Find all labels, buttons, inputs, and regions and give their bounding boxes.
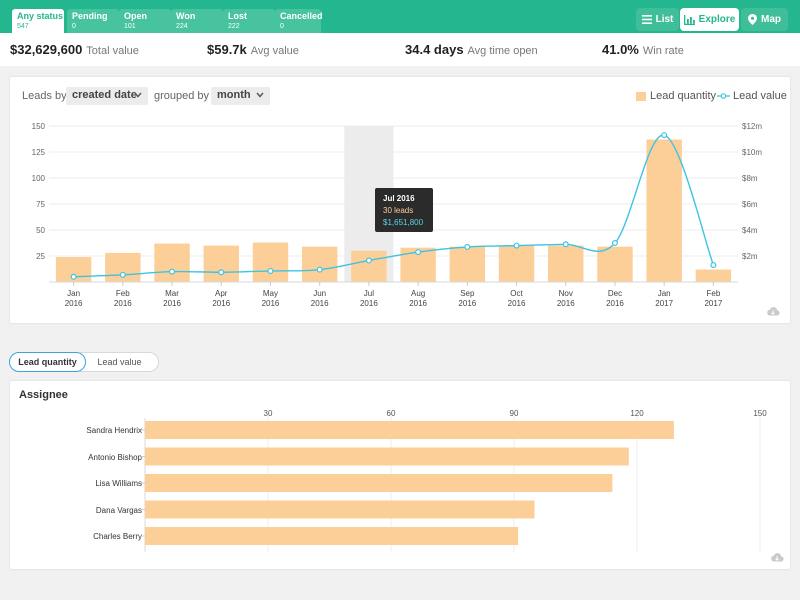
legend-lead-value[interactable]: Lead value — [717, 90, 787, 102]
grouped-by-value: month — [217, 89, 251, 101]
legend-lead-quantity[interactable]: Lead quantity — [636, 90, 716, 102]
view-explore-button[interactable]: Explore — [680, 8, 739, 31]
cloud-download-icon[interactable] — [766, 303, 780, 321]
tab-label: Lost — [228, 11, 247, 21]
kpi-value: 34.4 days — [405, 42, 464, 57]
tab-label: Any status — [17, 11, 64, 21]
assignee-label: Sandra Hendrix — [86, 426, 142, 435]
chart-tooltip: Jul 2016 30 leads $1,651,800 — [375, 188, 433, 232]
legend-bar-swatch — [636, 91, 646, 101]
tooltip-value: $1,651,800 — [383, 218, 424, 227]
kpi-label: Avg value — [250, 45, 299, 57]
tab-count: 222 — [228, 23, 240, 30]
leads-by-label: Leads by — [22, 90, 67, 102]
kpi-label: Win rate — [642, 45, 684, 57]
leads-by-value: created date — [72, 89, 137, 101]
assignee-label: Antonio Bishop — [88, 453, 142, 462]
grouped-by-label: grouped by — [154, 90, 210, 102]
assignee-label: Charles Berry — [93, 532, 142, 541]
kpi-value: 41.0% — [602, 42, 639, 57]
tab-label: Cancelled — [280, 11, 323, 21]
kpi-value: $59.7k — [207, 42, 247, 57]
view-explore-label: Explore — [698, 14, 736, 25]
kpi-summary: $32,629,600 Total value $59.7k Avg value 3… — [0, 33, 800, 66]
kpi-avg-time-open: 34.4 days Avg time open — [405, 41, 538, 59]
cloud-download-icon[interactable] — [770, 549, 784, 567]
bar-chart-icon — [683, 14, 695, 25]
tab-count: 0 — [280, 23, 284, 30]
tab-open[interactable]: Open 101 — [119, 9, 171, 33]
view-map-label: Map — [761, 14, 781, 25]
assignee-label: Lisa Williams — [95, 479, 142, 488]
leads-by-select[interactable]: created date — [66, 87, 148, 105]
legend-label: Lead value — [733, 90, 787, 102]
toggle-label: Lead quantity — [18, 357, 77, 367]
view-map-button[interactable]: Map — [741, 8, 788, 31]
tab-label: Open — [124, 11, 148, 21]
tab-count: 547 — [17, 23, 29, 30]
kpi-win-rate: 41.0% Win rate — [602, 41, 684, 59]
tab-won[interactable]: Won 224 — [171, 9, 223, 33]
tab-cancelled[interactable]: Cancelled 0 — [275, 9, 323, 33]
tab-count: 0 — [72, 23, 76, 30]
view-list-button[interactable]: List — [636, 8, 679, 31]
chevron-down-icon — [134, 90, 142, 100]
list-icon — [641, 15, 652, 24]
assignee-label: Dana Vargas — [95, 506, 142, 515]
toggle-lead-quantity[interactable]: Lead quantity — [9, 352, 86, 372]
map-pin-icon — [748, 14, 757, 25]
view-list-label: List — [655, 14, 674, 25]
tab-pending[interactable]: Pending 0 — [67, 9, 119, 33]
grouped-by-select[interactable]: month — [211, 87, 270, 105]
legend-line-swatch — [717, 93, 730, 99]
kpi-total-value: $32,629,600 Total value — [10, 41, 139, 59]
toggle-lead-value[interactable]: Lead value — [80, 352, 159, 372]
tab-count: 224 — [176, 23, 188, 30]
tooltip-quantity: 30 leads — [383, 206, 414, 215]
legend-label: Lead quantity — [650, 90, 717, 102]
kpi-label: Avg time open — [467, 45, 538, 57]
tab-any-status[interactable]: Any status 547 — [12, 9, 64, 33]
tab-label: Pending — [72, 11, 108, 21]
kpi-value: $32,629,600 — [10, 42, 83, 57]
kpi-avg-value: $59.7k Avg value — [207, 41, 299, 59]
tab-label: Won — [176, 11, 196, 21]
status-bar: Any status 547 Pending 0 Open 101 Won 22… — [0, 0, 800, 33]
chevron-down-icon — [256, 90, 264, 100]
kpi-label: Total value — [86, 45, 139, 57]
assignee-title: Assignee — [19, 389, 68, 401]
tab-lost[interactable]: Lost 222 — [223, 9, 275, 33]
tab-count: 101 — [124, 23, 136, 30]
toggle-label: Lead value — [97, 357, 142, 367]
tooltip-title: Jul 2016 — [383, 194, 415, 203]
